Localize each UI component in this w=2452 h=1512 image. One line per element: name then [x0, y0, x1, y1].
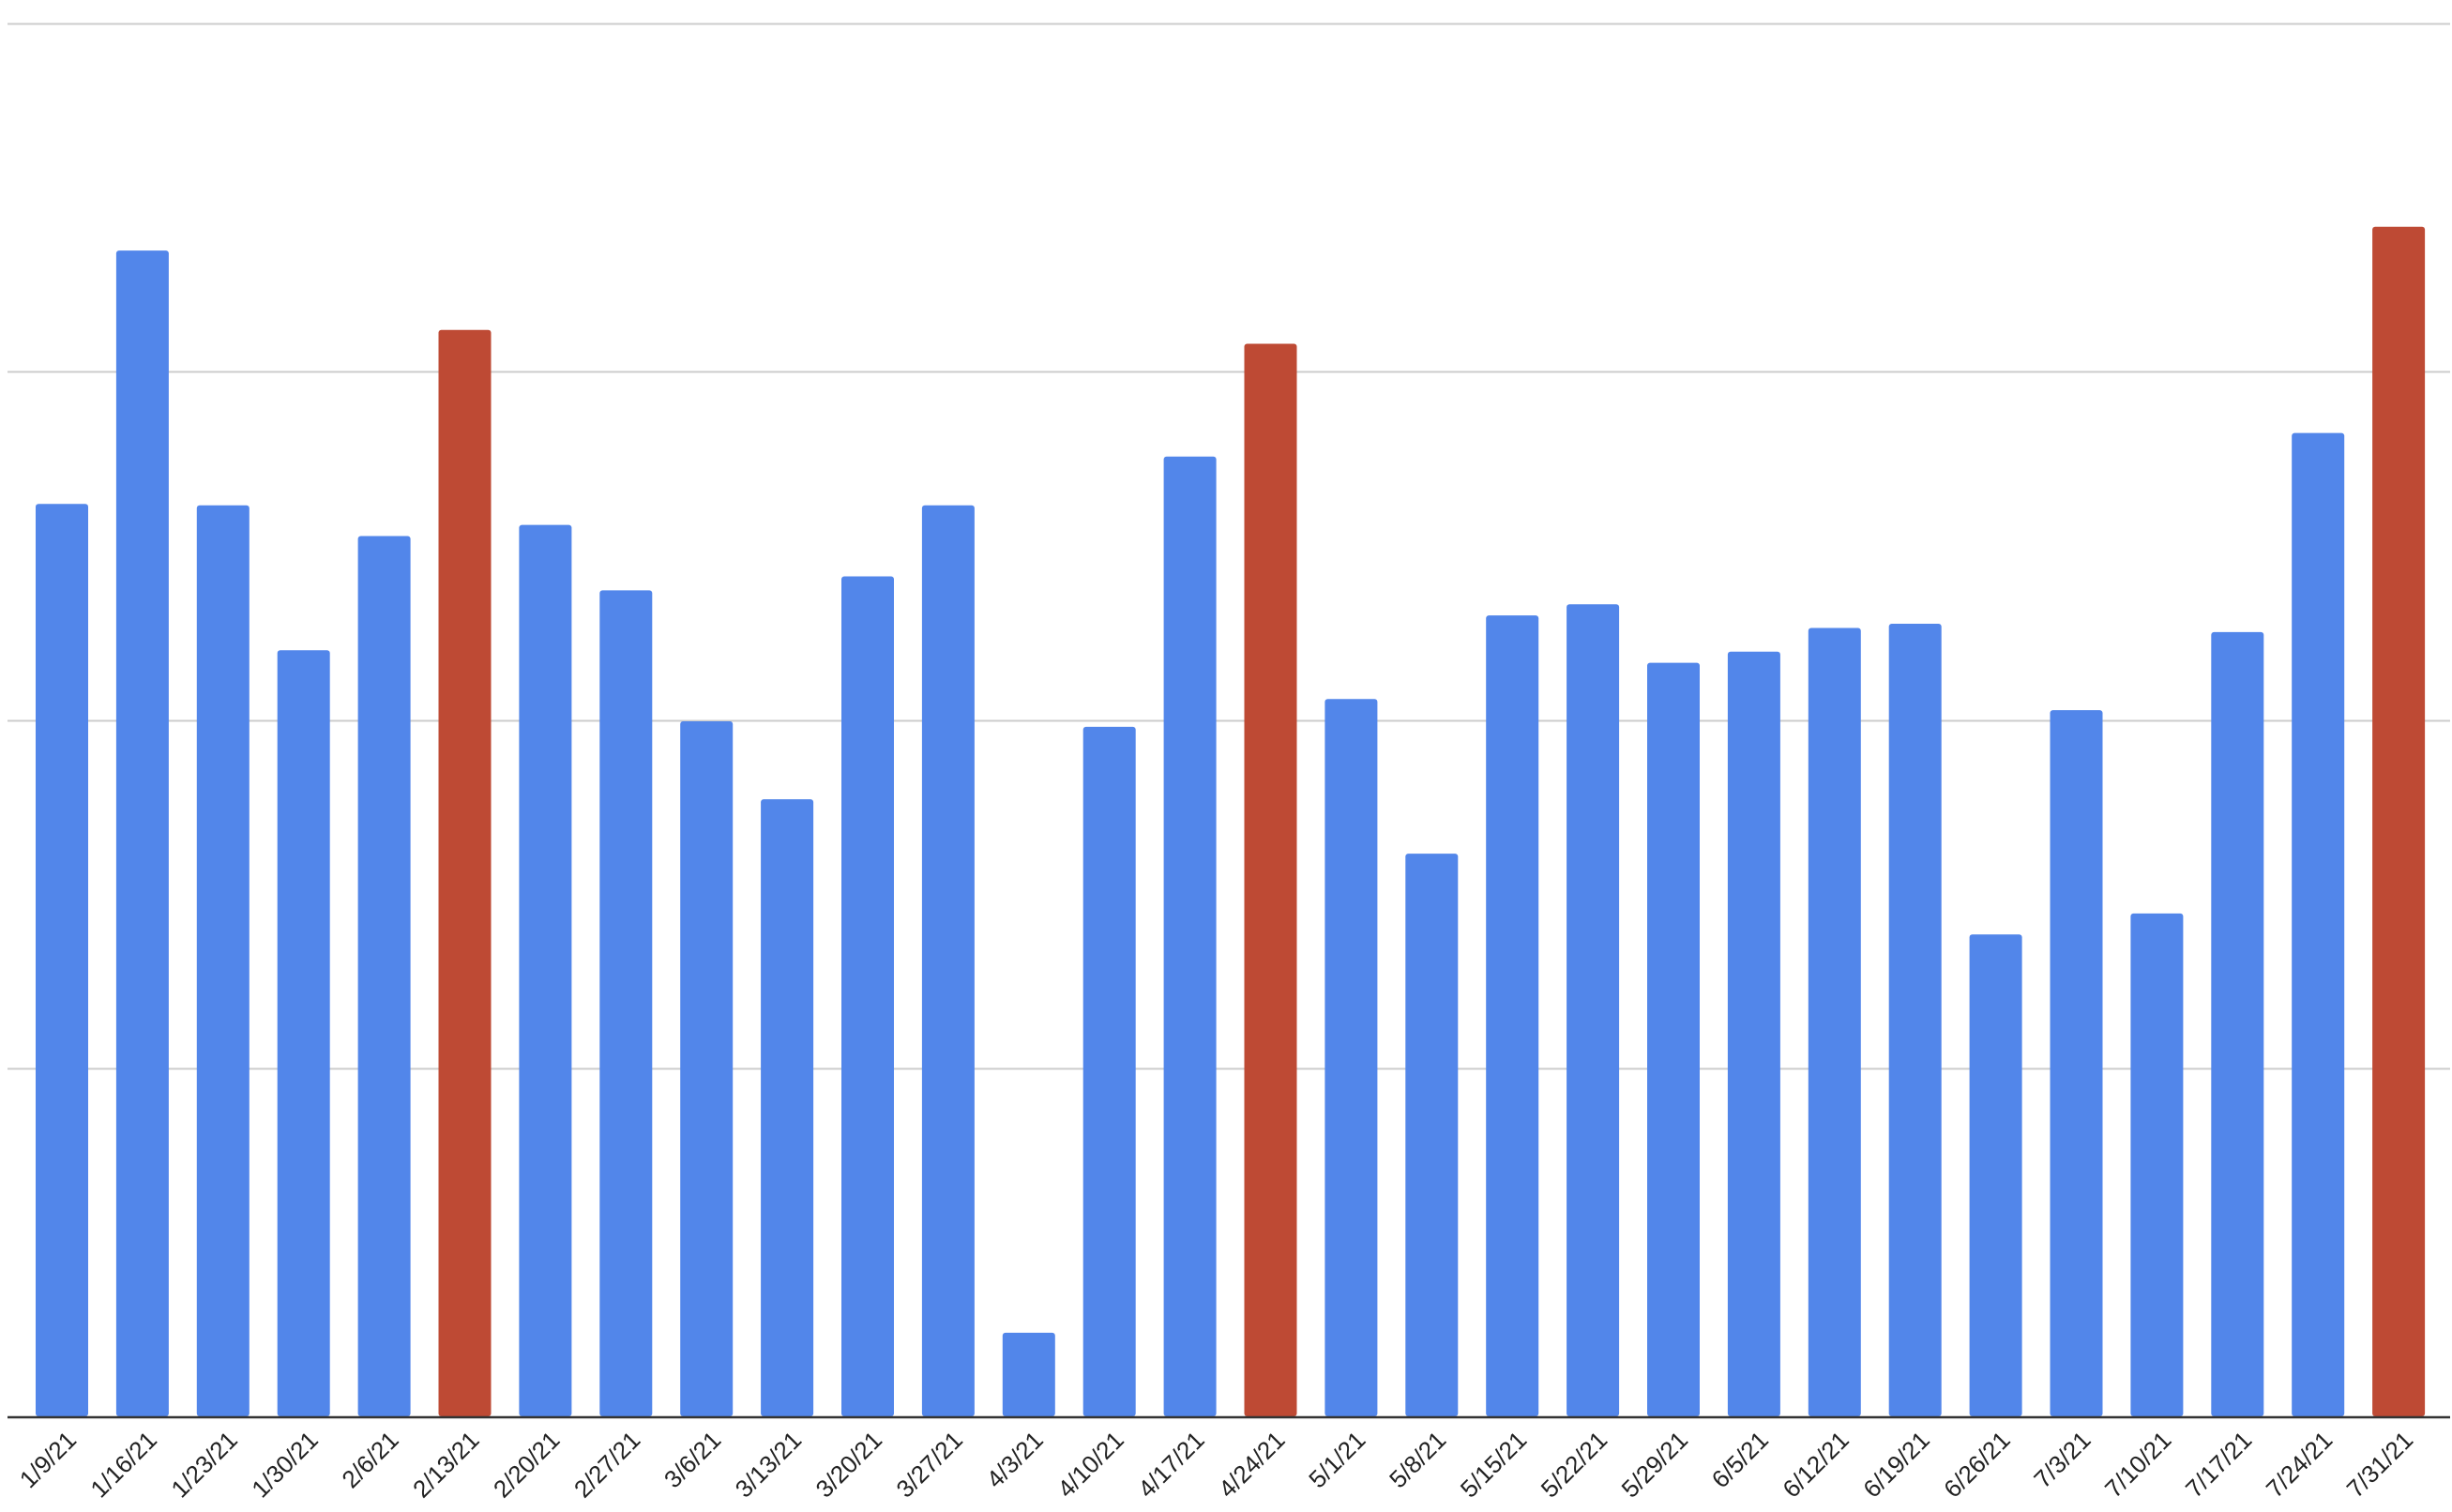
bar [1567, 604, 1620, 1416]
bar [1486, 615, 1539, 1416]
x-tick-label: 1/16/21 [84, 1426, 162, 1504]
bar [1647, 662, 1700, 1416]
bar [1163, 456, 1217, 1416]
bar [357, 536, 411, 1416]
bar [519, 524, 572, 1416]
x-tick-label: 3/6/21 [658, 1426, 726, 1493]
bar [2130, 913, 2184, 1416]
x-tick-label: 2/6/21 [336, 1426, 403, 1493]
x-tick-label: 4/10/21 [1052, 1426, 1129, 1504]
bar [36, 504, 88, 1416]
x-tick-label: 5/8/21 [1384, 1426, 1451, 1493]
x-tick-label: 2/27/21 [568, 1426, 646, 1504]
bar [1727, 651, 1780, 1416]
x-tick-label: 4/17/21 [1132, 1426, 1210, 1504]
bar [921, 505, 975, 1416]
x-tick-label: 5/29/21 [1616, 1426, 1694, 1504]
bars [36, 226, 2426, 1417]
bar [1969, 934, 2022, 1416]
x-tick-label: 7/31/21 [2341, 1426, 2419, 1504]
gridlines [8, 23, 2450, 1070]
x-tick-label: 4/3/21 [981, 1426, 1049, 1493]
bar [1324, 699, 1378, 1416]
bar [599, 590, 653, 1416]
x-tick-label: 5/1/21 [1303, 1426, 1370, 1493]
x-tick-label: 7/24/21 [2261, 1426, 2338, 1504]
bar [2292, 432, 2345, 1417]
bar [1808, 627, 1861, 1416]
bar [2050, 710, 2103, 1416]
bar [1002, 1332, 1055, 1416]
x-tick-label: 6/26/21 [1938, 1426, 2016, 1504]
x-tick-label: 4/24/21 [1213, 1426, 1291, 1504]
bar [2211, 631, 2264, 1416]
x-tick-label: 1/30/21 [246, 1426, 324, 1504]
x-tick-labels: 1/9/21 1/16/21 1/23/21 1/30/21 2/6/21 2/13/21… [14, 1426, 2418, 1504]
x-tick-label: 3/13/21 [730, 1426, 808, 1504]
x-tick-label: 2/13/21 [407, 1426, 485, 1504]
x-tick-label: 6/12/21 [1777, 1426, 1854, 1504]
bar [196, 505, 250, 1416]
x-tick-label: 5/22/21 [1536, 1426, 1613, 1504]
bar [680, 721, 734, 1416]
x-tick-label: 7/3/21 [2028, 1426, 2096, 1493]
bar [277, 650, 330, 1416]
bar [1405, 854, 1459, 1416]
x-tick-label: 7/10/21 [2099, 1426, 2177, 1504]
bar-highlighted [438, 329, 492, 1417]
x-tick-label: 3/27/21 [890, 1426, 968, 1504]
x-tick-label: 7/17/21 [2180, 1426, 2258, 1504]
x-tick-label: 5/15/21 [1455, 1426, 1533, 1504]
bar-highlighted [2372, 226, 2426, 1416]
bar-highlighted [1244, 343, 1297, 1416]
x-tick-label: 2/20/21 [488, 1426, 566, 1504]
bar [841, 576, 894, 1416]
bar [115, 250, 169, 1417]
bar [1888, 624, 1942, 1416]
x-tick-label: 6/19/21 [1857, 1426, 1935, 1504]
bar [761, 799, 814, 1416]
x-tick-label: 6/5/21 [1706, 1426, 1774, 1493]
x-tick-label: 1/9/21 [14, 1426, 82, 1493]
x-tick-label: 3/20/21 [810, 1426, 888, 1504]
bar [1082, 726, 1136, 1416]
x-tick-label: 1/23/21 [165, 1426, 243, 1504]
